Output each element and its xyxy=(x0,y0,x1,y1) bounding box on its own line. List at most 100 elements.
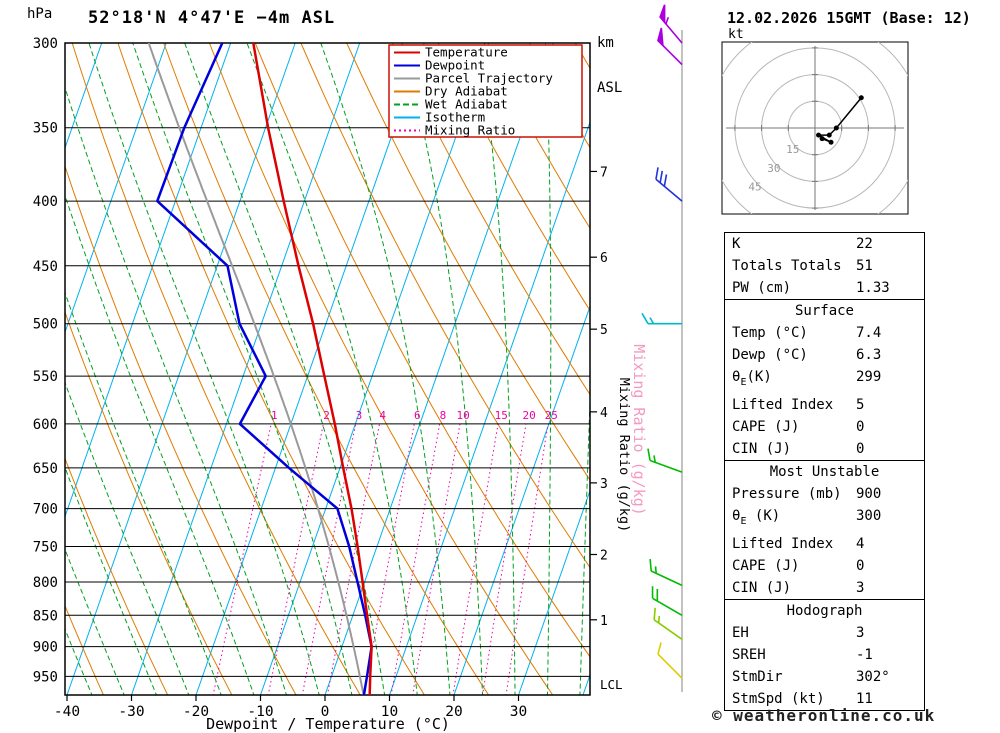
stat-row: Temp (°C) 7.4 xyxy=(725,322,924,344)
stat-row: Totals Totals 51 xyxy=(725,255,924,277)
stat-label: Lifted Index xyxy=(732,396,834,413)
station-title: 52°18'N 4°47'E −4m ASL xyxy=(88,8,336,28)
hodograph-ring-label: 45 xyxy=(748,181,761,194)
stat-label: CAPE (J) xyxy=(732,557,800,574)
pressure-tick-label: 550 xyxy=(33,369,58,385)
stat-value: 300 xyxy=(856,507,882,524)
mixing-ratio-value-label: 2 xyxy=(323,409,330,422)
mixing-ratio-axis-label-pink: Mixing Ratio (g/kg) xyxy=(630,344,648,516)
stats-box: K 22 Totals Totals 51 PW (cm) 1.33 xyxy=(724,232,925,300)
stat-row: Lifted Index 5 xyxy=(725,394,924,416)
stat-label: CIN (J) xyxy=(732,579,792,596)
pressure-gridlines xyxy=(65,42,590,677)
stat-value: 3 xyxy=(856,624,865,641)
legend-label: Parcel Trajectory xyxy=(425,71,553,86)
wind-barb xyxy=(657,27,683,66)
stat-row: SREH -1 xyxy=(725,644,924,666)
mixing-ratio-value-label: 1 xyxy=(271,409,278,422)
stats-box-header: Most Unstable xyxy=(769,463,880,480)
stat-value: 900 xyxy=(856,485,882,502)
stats-box-header: Surface xyxy=(794,303,854,319)
legend-label: Dewpoint xyxy=(425,58,485,73)
stats-panel: K 22 Totals Totals 51 PW (cm) 1.33 Surface Temp… xyxy=(724,232,925,711)
pressure-tick-label: 800 xyxy=(33,575,58,591)
pressure-tick-label: 900 xyxy=(33,640,58,656)
stats-box-header: Hodograph xyxy=(786,602,863,619)
mixing-ratio-value-label: 25 xyxy=(545,409,558,422)
stat-value: 6.3 xyxy=(856,347,882,363)
pressure-tick-label: 500 xyxy=(33,317,58,333)
stat-value: 4 xyxy=(856,535,865,552)
legend-label: Dry Adiabat xyxy=(425,84,508,99)
stat-value: 0 xyxy=(856,440,865,457)
stats-box: Hodograph EH 3 SREH -1 StmDir 302° StmSpd (kt) 1… xyxy=(724,598,925,711)
copyright: © weatheronline.co.uk xyxy=(712,706,936,725)
pressure-tick-label: 450 xyxy=(33,259,58,275)
km-tick-label: 4 xyxy=(600,406,608,421)
hodograph-unit-label: kt xyxy=(728,27,744,42)
stat-value: 11 xyxy=(856,690,873,707)
legend-label: Isotherm xyxy=(425,110,485,125)
stat-value: 22 xyxy=(856,236,873,252)
stat-label: θE (K) xyxy=(732,507,781,527)
stat-label: StmDir xyxy=(732,668,783,685)
hodograph xyxy=(721,41,909,215)
stat-value: 302° xyxy=(856,668,890,685)
temp-tick-label: 10 xyxy=(381,704,398,720)
pressure-tick-label: 750 xyxy=(33,540,58,556)
pressure-tick-label: 700 xyxy=(33,502,58,518)
stat-row: PW (cm) 1.33 xyxy=(725,277,924,299)
hodograph-ring-label: 30 xyxy=(767,162,780,175)
mixing-ratio-value-label: 15 xyxy=(495,409,508,422)
wind-barb xyxy=(649,558,683,587)
pressure-tick-label: 400 xyxy=(33,194,58,210)
wind-barb xyxy=(641,312,682,325)
legend-label: Wet Adiabat xyxy=(425,97,508,112)
temp-tick-label: -20 xyxy=(183,704,209,720)
mixing-ratio-value-label: 8 xyxy=(440,409,447,422)
pressure-tick-label: 350 xyxy=(33,121,58,137)
pressure-unit-label: hPa xyxy=(27,6,53,22)
stat-value: 0 xyxy=(856,418,865,435)
km-tick-label: 5 xyxy=(600,323,608,338)
altitude-unit-label: km ASL xyxy=(597,6,631,126)
stat-value: 0 xyxy=(856,557,865,574)
stat-row: CIN (J) 0 xyxy=(725,438,924,460)
plot-border xyxy=(64,42,591,696)
lcl-label: LCL xyxy=(600,677,623,692)
stat-row: Lifted Index 4 xyxy=(725,533,924,555)
stat-row: EH 3 xyxy=(725,622,924,644)
stat-row: Pressure (mb) 900 xyxy=(725,483,924,505)
km-tick-label: 1 xyxy=(600,614,608,629)
wind-barb xyxy=(655,167,683,202)
dry-adiabat-lines xyxy=(65,43,590,695)
stat-label: θE(K) xyxy=(732,369,772,388)
temp-tick-label: -40 xyxy=(54,704,80,720)
stat-row: θE(K) 299 xyxy=(725,366,924,394)
stat-row: StmDir 302° xyxy=(725,666,924,688)
stat-label: EH xyxy=(732,624,749,641)
mixing-ratio-lines xyxy=(212,423,549,695)
stat-row: K 22 xyxy=(725,233,924,255)
stat-label: Pressure (mb) xyxy=(732,485,842,502)
legend-label: Mixing Ratio xyxy=(425,123,515,138)
stat-row: StmSpd (kt) 11 xyxy=(725,688,924,710)
temperature-curve xyxy=(252,43,373,695)
stat-label: Lifted Index xyxy=(732,535,834,552)
wet-adiabat-lines xyxy=(65,43,590,695)
stats-box: Surface Temp (°C) 7.4 Dewp (°C) 6.3 θE(K) 299 L… xyxy=(724,299,925,461)
stat-label: SREH xyxy=(732,646,766,663)
mixing-ratio-axis-label: Mixing Ratio (g/kg) xyxy=(616,378,632,532)
mixing-ratio-value-label: 10 xyxy=(457,409,470,422)
x-axis-title: Dewpoint / Temperature (°C) xyxy=(206,715,450,733)
stat-value: 3 xyxy=(856,579,865,596)
wind-barb xyxy=(659,4,683,44)
pressure-tick-label: 600 xyxy=(33,417,58,433)
parcel-trajectory-curve xyxy=(147,43,365,695)
stats-box: Most Unstable Pressure (mb) 900 θE (K) 300 Li… xyxy=(724,459,925,600)
wind-barb xyxy=(647,448,683,473)
pressure-tick-label: 650 xyxy=(33,461,58,477)
km-tick-label: 7 xyxy=(600,165,608,180)
mixing-ratio-value-label: 4 xyxy=(379,409,386,422)
